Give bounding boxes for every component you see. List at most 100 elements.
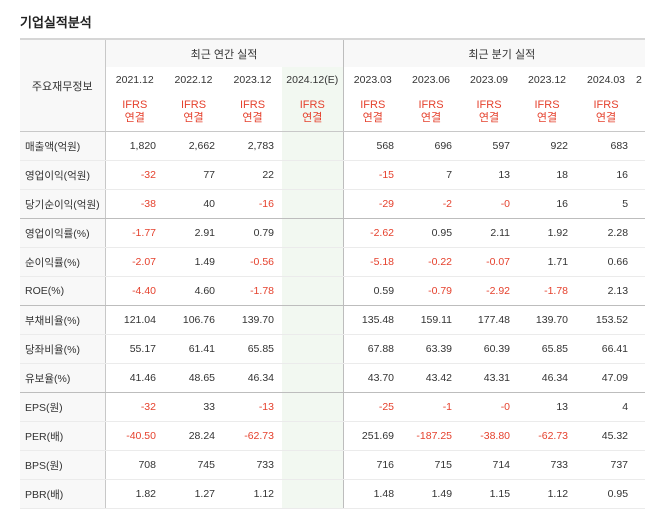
basis-standard: IFRS [476, 99, 502, 111]
value-cell: 60.39 [460, 334, 519, 364]
value-cell: -38 [104, 189, 164, 219]
value-cell: 745 [164, 450, 223, 480]
value-cell: -13 [223, 392, 282, 422]
label-column-header: 주요재무정보 [20, 38, 105, 132]
value-cell: 45.32 [576, 421, 637, 451]
basis-header: IFRS 연결 [576, 93, 637, 132]
value-cell: 40 [164, 189, 223, 219]
financial-summary-table: 주요재무정보 최근 연간 실적 최근 분기 실적 2021.12 2022.12 2… [20, 38, 645, 509]
value-cell: 13 [460, 160, 519, 190]
value-cell: -62.73 [223, 421, 282, 451]
row-label: ROE(%) [20, 276, 105, 306]
value-cell [282, 189, 344, 219]
value-cell [282, 160, 344, 190]
value-cell: -32 [104, 392, 164, 422]
value-cell: 2.91 [164, 218, 223, 248]
value-cell: 22 [223, 160, 282, 190]
value-cell: 47.09 [576, 363, 637, 393]
value-cell: 2,662 [164, 131, 223, 161]
value-cell: -5.18 [342, 247, 403, 277]
period-header: 2024.12(E) [282, 67, 344, 93]
value-cell: 4 [576, 392, 637, 422]
value-cell: 1.82 [104, 479, 164, 509]
row-label: 부채비율(%) [20, 305, 105, 335]
value-cell: 1.49 [402, 479, 461, 509]
row-label: PER(배) [20, 421, 105, 451]
value-cell: 18 [518, 160, 577, 190]
row-label: 매출액(억원) [20, 131, 105, 161]
value-cell: 177.48 [460, 305, 519, 335]
value-cell [636, 247, 645, 277]
value-cell: 1.48 [342, 479, 403, 509]
value-cell: -16 [223, 189, 282, 219]
value-cell [636, 421, 645, 451]
row-label: 영업이익(억원) [20, 160, 105, 190]
row-label: EPS(원) [20, 392, 105, 422]
period-header: 2023.12 [518, 67, 577, 93]
value-cell: -2 [402, 189, 461, 219]
value-cell [282, 218, 344, 248]
period-header: 2023.06 [402, 67, 461, 93]
value-cell: 41.46 [104, 363, 164, 393]
value-cell [636, 479, 645, 509]
value-cell [282, 305, 344, 335]
row-label: PBR(배) [20, 479, 105, 509]
group-header-row: 주요재무정보 최근 연간 실적 최근 분기 실적 [20, 38, 645, 132]
table-row: 유보율(%) 41.46 48.65 46.34 43.70 43.42 43.31 46.3… [20, 363, 645, 393]
table-row: 당좌비율(%) 55.17 61.41 65.85 67.88 63.39 60.39 65.… [20, 334, 645, 364]
value-cell [636, 363, 645, 393]
value-cell: 2,783 [223, 131, 282, 161]
value-cell [636, 218, 645, 248]
value-cell: -15 [342, 160, 403, 190]
basis-standard: IFRS [180, 99, 207, 111]
quarter-group-header: 최근 분기 실적 [342, 38, 645, 67]
section-title: 기업실적분석 [20, 15, 92, 30]
basis-header: IFRS 연결 [402, 93, 461, 132]
value-cell: 5 [576, 189, 637, 219]
value-cell: -1.77 [104, 218, 164, 248]
value-cell: 251.69 [342, 421, 403, 451]
period-header: 2021.12 [104, 67, 164, 93]
value-cell [282, 276, 344, 306]
value-cell [636, 305, 645, 335]
table-row: 영업이익률(%) -1.77 2.91 0.79 -2.62 0.95 2.11 1.92 2.… [20, 218, 645, 248]
value-cell: 733 [518, 450, 577, 480]
value-cell: -4.40 [104, 276, 164, 306]
value-cell: -0.07 [460, 247, 519, 277]
table-row: 영업이익(억원) -32 77 22 -15 7 13 18 16 [20, 160, 645, 190]
value-cell: 1.15 [460, 479, 519, 509]
value-cell [282, 247, 344, 277]
value-cell: 1.12 [223, 479, 282, 509]
value-cell: 55.17 [104, 334, 164, 364]
value-cell: 139.70 [223, 305, 282, 335]
value-cell: 708 [104, 450, 164, 480]
value-cell: -2.07 [104, 247, 164, 277]
value-cell: -1.78 [223, 276, 282, 306]
basis-scope: 연결 [420, 112, 442, 124]
basis-scope: 연결 [478, 112, 500, 124]
table-row: BPS(원) 708 745 733 716 715 714 733 737 [20, 450, 645, 480]
value-cell: 0.59 [342, 276, 403, 306]
value-cell: 61.41 [164, 334, 223, 364]
value-cell [636, 334, 645, 364]
value-cell: 43.31 [460, 363, 519, 393]
row-label: 영업이익률(%) [20, 218, 105, 248]
basis-standard: IFRS [360, 99, 386, 111]
value-cell [636, 160, 645, 190]
value-cell: 1.27 [164, 479, 223, 509]
value-cell: -0.56 [223, 247, 282, 277]
value-cell: 4.60 [164, 276, 223, 306]
value-cell: 16 [518, 189, 577, 219]
value-cell: -0 [460, 189, 519, 219]
table-row: EPS(원) -32 33 -13 -25 -1 -0 13 4 [20, 392, 645, 422]
row-label: 순이익률(%) [20, 247, 105, 277]
value-cell: 737 [576, 450, 637, 480]
value-cell [636, 450, 645, 480]
value-cell: 43.42 [402, 363, 461, 393]
period-header: 2023.09 [460, 67, 519, 93]
value-cell: 28.24 [164, 421, 223, 451]
value-cell [282, 131, 344, 161]
value-cell: -0.22 [402, 247, 461, 277]
annual-group-header: 최근 연간 실적 [104, 38, 344, 67]
value-cell: -0 [460, 392, 519, 422]
